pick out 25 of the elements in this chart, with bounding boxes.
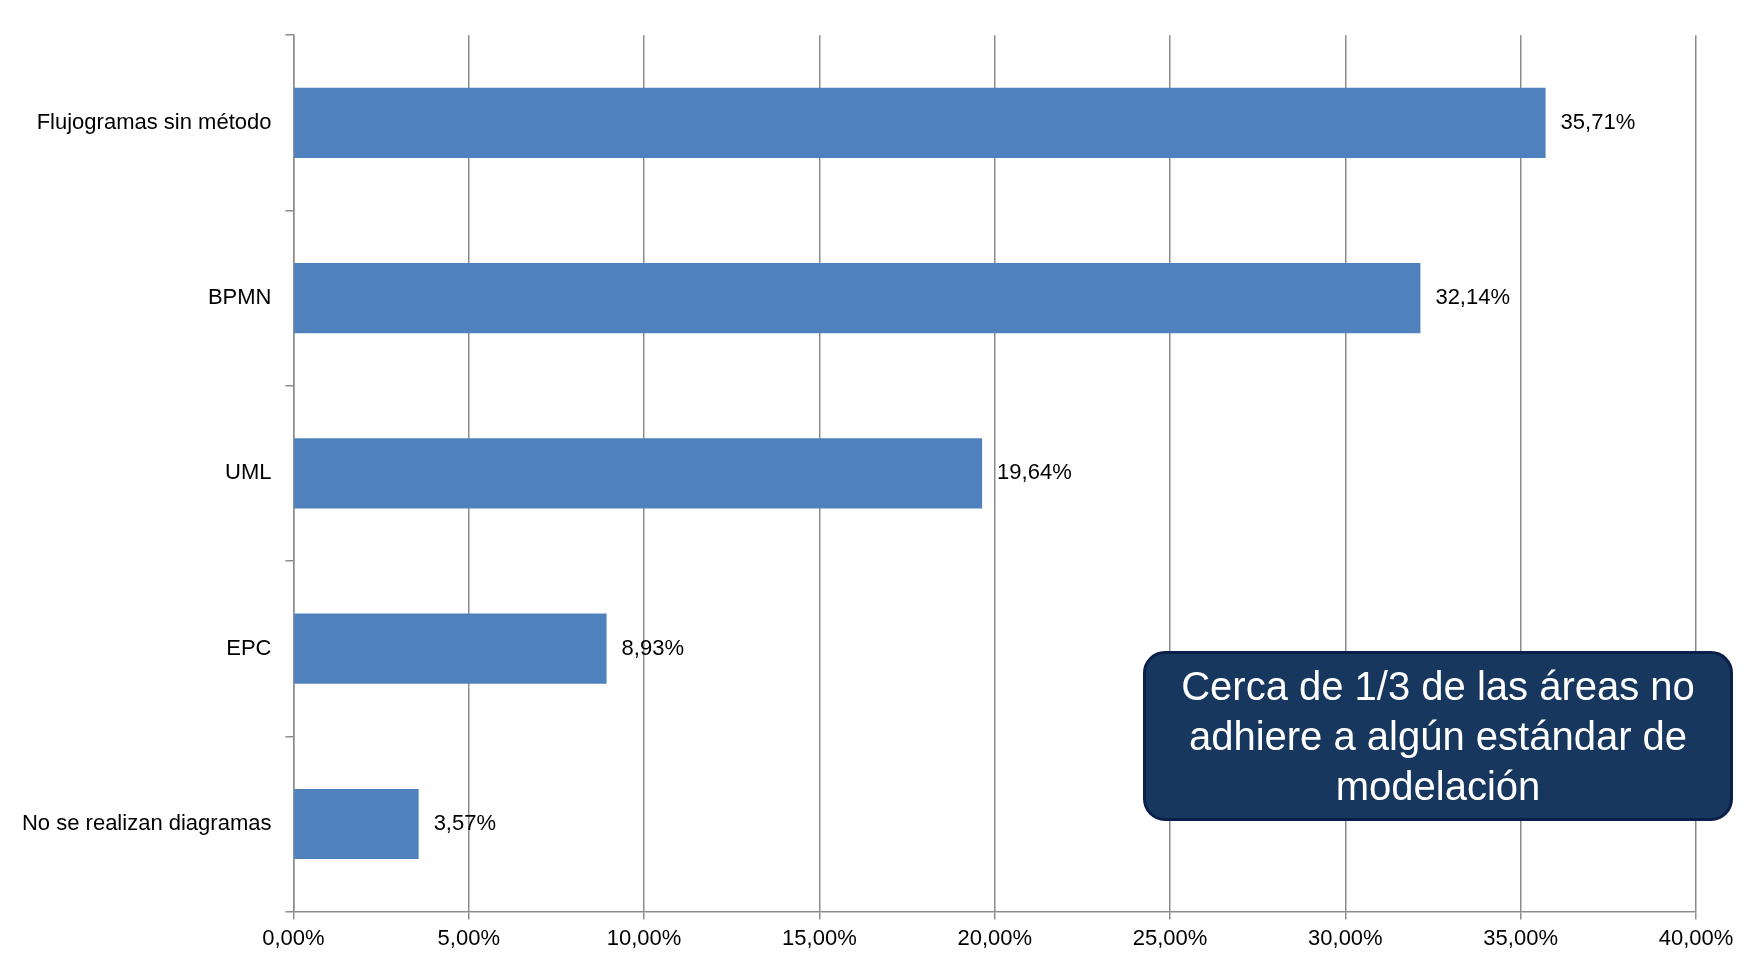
bar (294, 263, 1421, 334)
y-tick-label: EPC (226, 634, 272, 660)
y-tick-label: No se realizan diagramas (21, 810, 272, 836)
x-tick-label: 35,00% (1483, 924, 1558, 950)
y-tick-label: BPMN (207, 284, 272, 310)
x-tick-label: 25,00% (1132, 924, 1208, 950)
data-label: 32,14% (1435, 284, 1511, 310)
annotation: Cerca de 1/3 de las áreas no adhiere a algún estándar de modelación (1143, 651, 1733, 821)
x-tick-label: 10,00% (606, 924, 682, 950)
data-label: 8,93% (621, 634, 684, 660)
x-tick-label: 20,00% (957, 924, 1033, 950)
x-tick-label: 30,00% (1308, 924, 1383, 950)
x-tick-label: 15,00% (782, 924, 857, 950)
bar (294, 788, 419, 860)
x-tick-label: 0,00% (262, 924, 325, 950)
y-tick-label: UML (225, 459, 272, 485)
data-label: 3,57% (433, 810, 497, 836)
data-label: 19,64% (997, 459, 1072, 485)
bar (294, 87, 1546, 158)
x-tick-label: 40,00% (1658, 924, 1734, 950)
y-tick-label: Flujogramas sin método (36, 108, 272, 134)
data-label: 35,71% (1560, 108, 1636, 134)
bar (294, 613, 607, 684)
x-tick-label: 5,00% (437, 924, 500, 950)
bar (294, 438, 983, 509)
